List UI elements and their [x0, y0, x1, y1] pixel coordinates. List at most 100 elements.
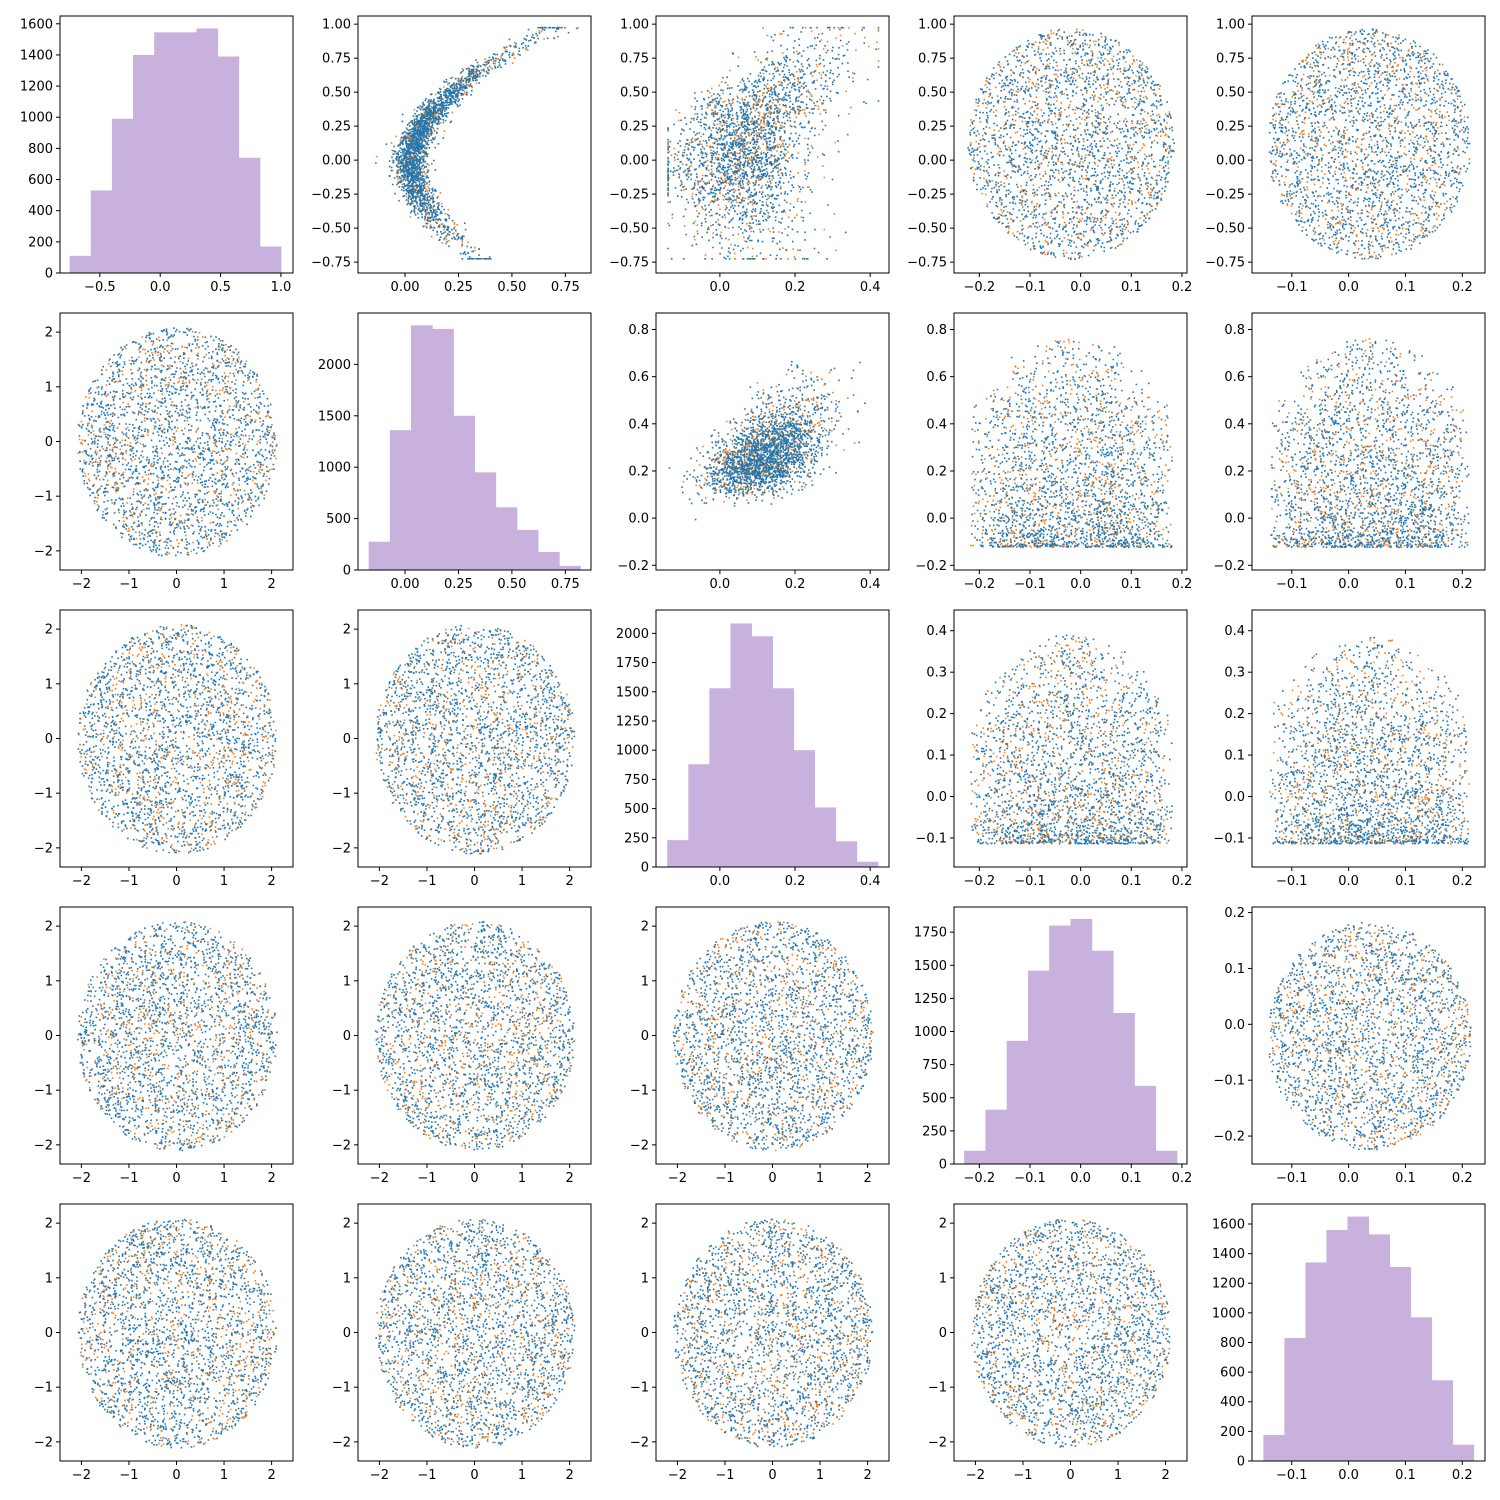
- x-tick-label: −0.2: [964, 577, 996, 592]
- plot-area: [77, 327, 278, 557]
- histogram-bar: [90, 190, 113, 273]
- histogram-bar: [537, 552, 560, 570]
- plot-area: [964, 918, 1178, 1164]
- y-tick-label: −2: [34, 1435, 53, 1450]
- y-tick-label: 0.0: [926, 790, 947, 805]
- y-tick-label: −1: [332, 1381, 351, 1396]
- y-tick-label: 1600: [1212, 1217, 1245, 1232]
- x-tick-label: −1: [715, 1171, 734, 1186]
- y-tick-label: 1250: [616, 714, 649, 729]
- histogram-bar: [1452, 1444, 1475, 1461]
- histogram-bar: [856, 861, 879, 867]
- plot-area: [668, 360, 866, 521]
- x-tick-label: 2: [565, 1468, 573, 1483]
- y-tick-label: 0.1: [926, 749, 947, 764]
- x-tick-label: 0: [172, 874, 180, 889]
- x-tick-label: 1: [518, 1171, 526, 1186]
- y-tick-label: −0.75: [609, 256, 649, 271]
- histogram-bar: [1431, 1380, 1454, 1461]
- x-tick-label: 0.2: [1172, 577, 1193, 592]
- y-tick-label: 0: [939, 1326, 947, 1341]
- x-tick-label: 0.0: [1070, 1171, 1091, 1186]
- x-tick-label: −1: [119, 1171, 138, 1186]
- axes-frame: [953, 609, 1188, 868]
- y-tick-label: 0.25: [322, 120, 351, 135]
- y-tick-label: 0.2: [1224, 707, 1245, 722]
- y-tick-label: 0.25: [918, 120, 947, 135]
- histogram-bar: [111, 118, 134, 273]
- scatter-points-blue: [667, 26, 880, 260]
- x-tick-label: 0.2: [1172, 280, 1193, 295]
- y-tick-label: −0.25: [311, 188, 351, 203]
- plot-area: [970, 339, 1173, 549]
- y-tick-label: 0.2: [926, 464, 947, 479]
- scatter-points-orange: [676, 1218, 871, 1446]
- x-tick-label: −2: [668, 1468, 687, 1483]
- histogram-bar: [964, 1150, 986, 1164]
- y-tick-label: 800: [28, 142, 53, 157]
- panel-r3-c2: −2 −1 0 1 2 −2 −1 0 1 2: [630, 906, 890, 1186]
- y-tick-label: 2: [939, 1217, 947, 1232]
- x-tick-label: −1: [119, 874, 138, 889]
- histogram-bar: [1368, 1234, 1391, 1461]
- scatter-points-blue: [375, 26, 578, 260]
- x-tick-label: −1: [715, 1468, 734, 1483]
- y-tick-label: 0.75: [322, 52, 351, 67]
- y-tick-label: 2: [641, 1217, 649, 1232]
- y-tick-label: 0.00: [1216, 154, 1245, 169]
- y-tick-label: 0.0: [628, 512, 649, 527]
- histogram-bar: [69, 255, 92, 273]
- x-tick-label: 0.75: [551, 577, 580, 592]
- histogram-bar: [259, 246, 282, 273]
- y-tick-label: 0.2: [1224, 906, 1245, 921]
- x-tick-label: 0.1: [1121, 280, 1142, 295]
- scatter-points-orange: [674, 921, 874, 1152]
- x-tick-label: 0.5: [210, 280, 231, 295]
- x-tick-label: −2: [72, 577, 91, 592]
- y-tick-label: 500: [624, 802, 649, 817]
- x-tick-label: 0.0: [710, 280, 731, 295]
- y-tick-label: 250: [624, 831, 649, 846]
- x-tick-label: 0: [470, 874, 478, 889]
- x-tick-label: 0.1: [1395, 1468, 1416, 1483]
- histogram-bar: [1113, 1012, 1135, 1164]
- x-tick-label: 0: [768, 1171, 776, 1186]
- histogram-bar: [133, 54, 155, 273]
- y-tick-label: 200: [1220, 1425, 1245, 1440]
- y-tick-label: 0.6: [1224, 370, 1245, 385]
- x-tick-label: 0.2: [1452, 1468, 1473, 1483]
- y-tick-label: 0: [939, 1158, 947, 1173]
- x-tick-label: 0: [768, 1468, 776, 1483]
- x-tick-label: 0.1: [1395, 577, 1416, 592]
- plot-area: [1268, 922, 1472, 1151]
- panel-r0-c2: 0.0 0.2 0.4 −0.75 −0.50 −0.25 0.00 0.25 0.50 0.75…: [609, 15, 890, 295]
- x-tick-label: 0.50: [497, 577, 526, 592]
- x-tick-label: −2: [72, 1171, 91, 1186]
- histogram-bar: [217, 56, 240, 273]
- y-tick-label: 1: [45, 974, 53, 989]
- y-tick-label: 0.2: [1224, 464, 1245, 479]
- panel-r1-c1: 0.00 0.25 0.50 0.75 0 500 1000 1500 2000: [318, 312, 592, 592]
- y-tick-label: 1000: [616, 744, 649, 759]
- y-tick-label: 0.50: [322, 86, 351, 101]
- y-tick-label: 500: [326, 512, 351, 527]
- y-tick-label: 2: [641, 920, 649, 935]
- x-tick-label: 0.2: [785, 874, 806, 889]
- scatter-points-blue: [967, 28, 1175, 261]
- axes-frame: [1251, 1203, 1486, 1462]
- y-tick-label: −0.50: [311, 222, 351, 237]
- histogram-bar: [772, 688, 795, 867]
- panel-r1-c3: −0.2 −0.1 0.0 0.1 0.2 −0.2 0.0 0.2 0.4 0.6 0.8: [915, 312, 1193, 592]
- histogram-bar: [709, 688, 731, 867]
- y-tick-label: −0.50: [609, 222, 649, 237]
- y-tick-label: 200: [28, 235, 53, 250]
- x-tick-label: 2: [565, 874, 573, 889]
- y-tick-label: 2000: [318, 358, 351, 373]
- y-tick-label: 0: [343, 1326, 351, 1341]
- y-tick-label: 1: [45, 677, 53, 692]
- y-tick-label: 0: [45, 1326, 53, 1341]
- x-tick-label: 0.4: [860, 874, 881, 889]
- y-tick-label: 400: [28, 204, 53, 219]
- y-tick-label: 0.75: [620, 52, 649, 67]
- y-tick-label: 0.25: [620, 120, 649, 135]
